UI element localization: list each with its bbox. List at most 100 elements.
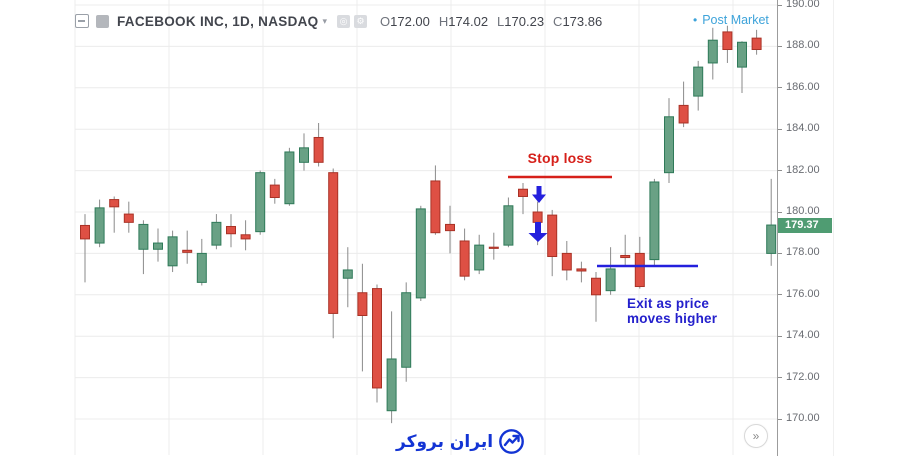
candle-body <box>766 224 777 254</box>
axis-tick <box>778 45 782 47</box>
chevron-down-icon[interactable]: ▾ <box>322 15 327 26</box>
last-price-badge: 179.37 <box>778 217 832 233</box>
down-arrow-icon <box>532 186 546 203</box>
exit-annotation-line2: moves higher <box>627 310 718 326</box>
price-axis-label: 188.00 <box>786 39 820 52</box>
watermark: ایران بروکر <box>396 428 525 455</box>
stop-loss-label: Stop loss <box>527 150 593 166</box>
candle-body <box>532 211 543 223</box>
symbol-logo-icon <box>96 14 109 28</box>
candle-body <box>664 116 674 174</box>
axis-tick <box>778 335 782 337</box>
axis-tick <box>778 418 782 420</box>
price-axis-label: 190.00 <box>786 0 820 10</box>
candle-body <box>284 151 295 205</box>
exit-annotation-line1: Exit as price <box>627 296 710 311</box>
candle-body <box>707 39 718 64</box>
candle-body <box>357 292 368 317</box>
candle-body <box>153 242 163 250</box>
settings-gear-icon[interactable]: ⚙ <box>354 14 367 28</box>
candle-body <box>342 269 353 279</box>
price-axis-label: 178.00 <box>786 246 820 259</box>
candle-body <box>576 268 587 272</box>
price-axis-label: 172.00 <box>786 370 820 383</box>
scroll-right-button[interactable]: » <box>744 424 768 448</box>
candle-body <box>605 268 616 292</box>
candle-body <box>561 252 572 271</box>
compare-icon[interactable]: ◎ <box>337 14 350 28</box>
candle-body <box>211 221 222 246</box>
price-axis-label: 182.00 <box>786 163 820 176</box>
candle-body <box>430 180 441 234</box>
candle-body <box>182 249 193 253</box>
axis-right-border <box>833 0 834 456</box>
ohlc-h: H174.02 <box>438 13 489 29</box>
candle-body <box>138 223 149 250</box>
axis-tick <box>778 294 782 296</box>
candle-body <box>488 246 499 249</box>
post-market-status: • Post Market <box>693 13 769 27</box>
axis-tick <box>778 252 782 254</box>
candle-body <box>503 205 514 246</box>
ohlc-o: O172.00 <box>380 13 430 29</box>
chart-legend: FACEBOOK INC, 1D, NASDAQ ▾ ◎ ⚙ O172.00 H1… <box>75 12 611 30</box>
price-axis-label: 184.00 <box>786 122 820 135</box>
axis-tick <box>778 211 782 213</box>
candle-body <box>678 104 689 124</box>
price-axis-label: 174.00 <box>786 329 820 342</box>
down-arrow-icon <box>528 222 548 242</box>
candle-body <box>226 225 236 235</box>
candle-body <box>649 181 660 261</box>
minus-glyph <box>78 20 85 22</box>
ohlc-c: C173.86 <box>553 13 603 29</box>
axis-tick <box>778 128 782 130</box>
axis-tick <box>778 4 782 6</box>
candle-body <box>123 213 134 223</box>
candle-body <box>445 223 455 232</box>
candle-body <box>415 208 426 299</box>
candle-body <box>313 136 324 163</box>
candle-body <box>80 224 90 240</box>
candle-body <box>459 240 470 277</box>
candle-body <box>196 252 207 283</box>
candle-body <box>591 277 601 296</box>
price-axis-label: 180.00 <box>786 205 820 217</box>
watermark-text: ایران بروکر <box>396 431 494 452</box>
candle-body <box>693 66 704 97</box>
axis-tick <box>778 377 782 379</box>
watermark-logo-icon <box>499 429 524 454</box>
price-axis-line <box>777 0 778 456</box>
axis-tick <box>778 170 782 172</box>
candle-body <box>737 41 747 68</box>
ohlc-l: L170.23 <box>497 13 545 29</box>
price-axis-label: 176.00 <box>786 287 820 300</box>
candle-body <box>372 288 382 389</box>
price-axis-label: 170.00 <box>786 412 820 424</box>
post-market-bullet-icon: • <box>693 13 698 27</box>
candle-body <box>269 184 280 199</box>
candle-body <box>328 172 339 314</box>
candle-body <box>722 31 733 51</box>
candle-body <box>109 199 120 208</box>
ohlc-values: O172.00 H174.02 L170.23 C173.86 <box>380 14 611 29</box>
exit-annotation-label: Exit as price moves higher <box>627 296 718 326</box>
candle-body <box>547 214 558 258</box>
candle-body <box>751 37 762 51</box>
candle-body <box>255 172 266 233</box>
candle-body <box>299 147 309 163</box>
candle-body <box>518 188 528 197</box>
post-market-label: Post Market <box>702 13 769 27</box>
candle-body <box>167 236 178 267</box>
price-axis-label: 186.00 <box>786 80 820 93</box>
candle-body <box>401 292 412 368</box>
axis-tick <box>778 87 782 89</box>
symbol-title[interactable]: FACEBOOK INC, 1D, NASDAQ <box>117 13 319 29</box>
candle-body <box>240 234 251 240</box>
candle-body <box>94 207 105 244</box>
collapse-icon[interactable] <box>75 14 89 28</box>
candle-body <box>386 358 397 412</box>
candle-body <box>620 254 631 259</box>
candle-body <box>474 244 485 271</box>
